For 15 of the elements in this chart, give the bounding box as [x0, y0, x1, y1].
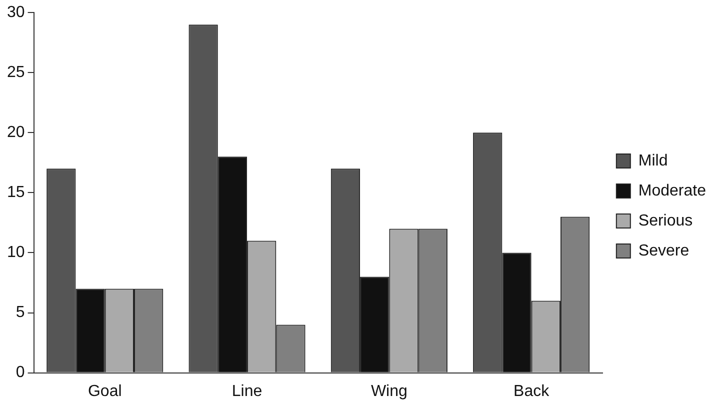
x-tick-label: Back [514, 382, 550, 400]
y-tick-label: 15 [7, 184, 25, 202]
legend-label: Mild [638, 152, 668, 170]
y-tick-label: 5 [16, 304, 25, 322]
legend-label: Severe [638, 242, 690, 260]
y-tick-label: 30 [7, 4, 25, 22]
x-tick-label: Wing [370, 382, 408, 400]
x-tick-label: Line [232, 382, 262, 400]
y-tick-label: 0 [16, 364, 25, 382]
x-tick-label: Goal [88, 382, 122, 400]
legend-label: Moderate [638, 182, 706, 200]
y-tick-label: 20 [7, 124, 25, 142]
y-tick-label: 10 [7, 244, 25, 262]
legend-label: Serious [638, 212, 693, 230]
y-tick-label: 25 [7, 64, 25, 82]
